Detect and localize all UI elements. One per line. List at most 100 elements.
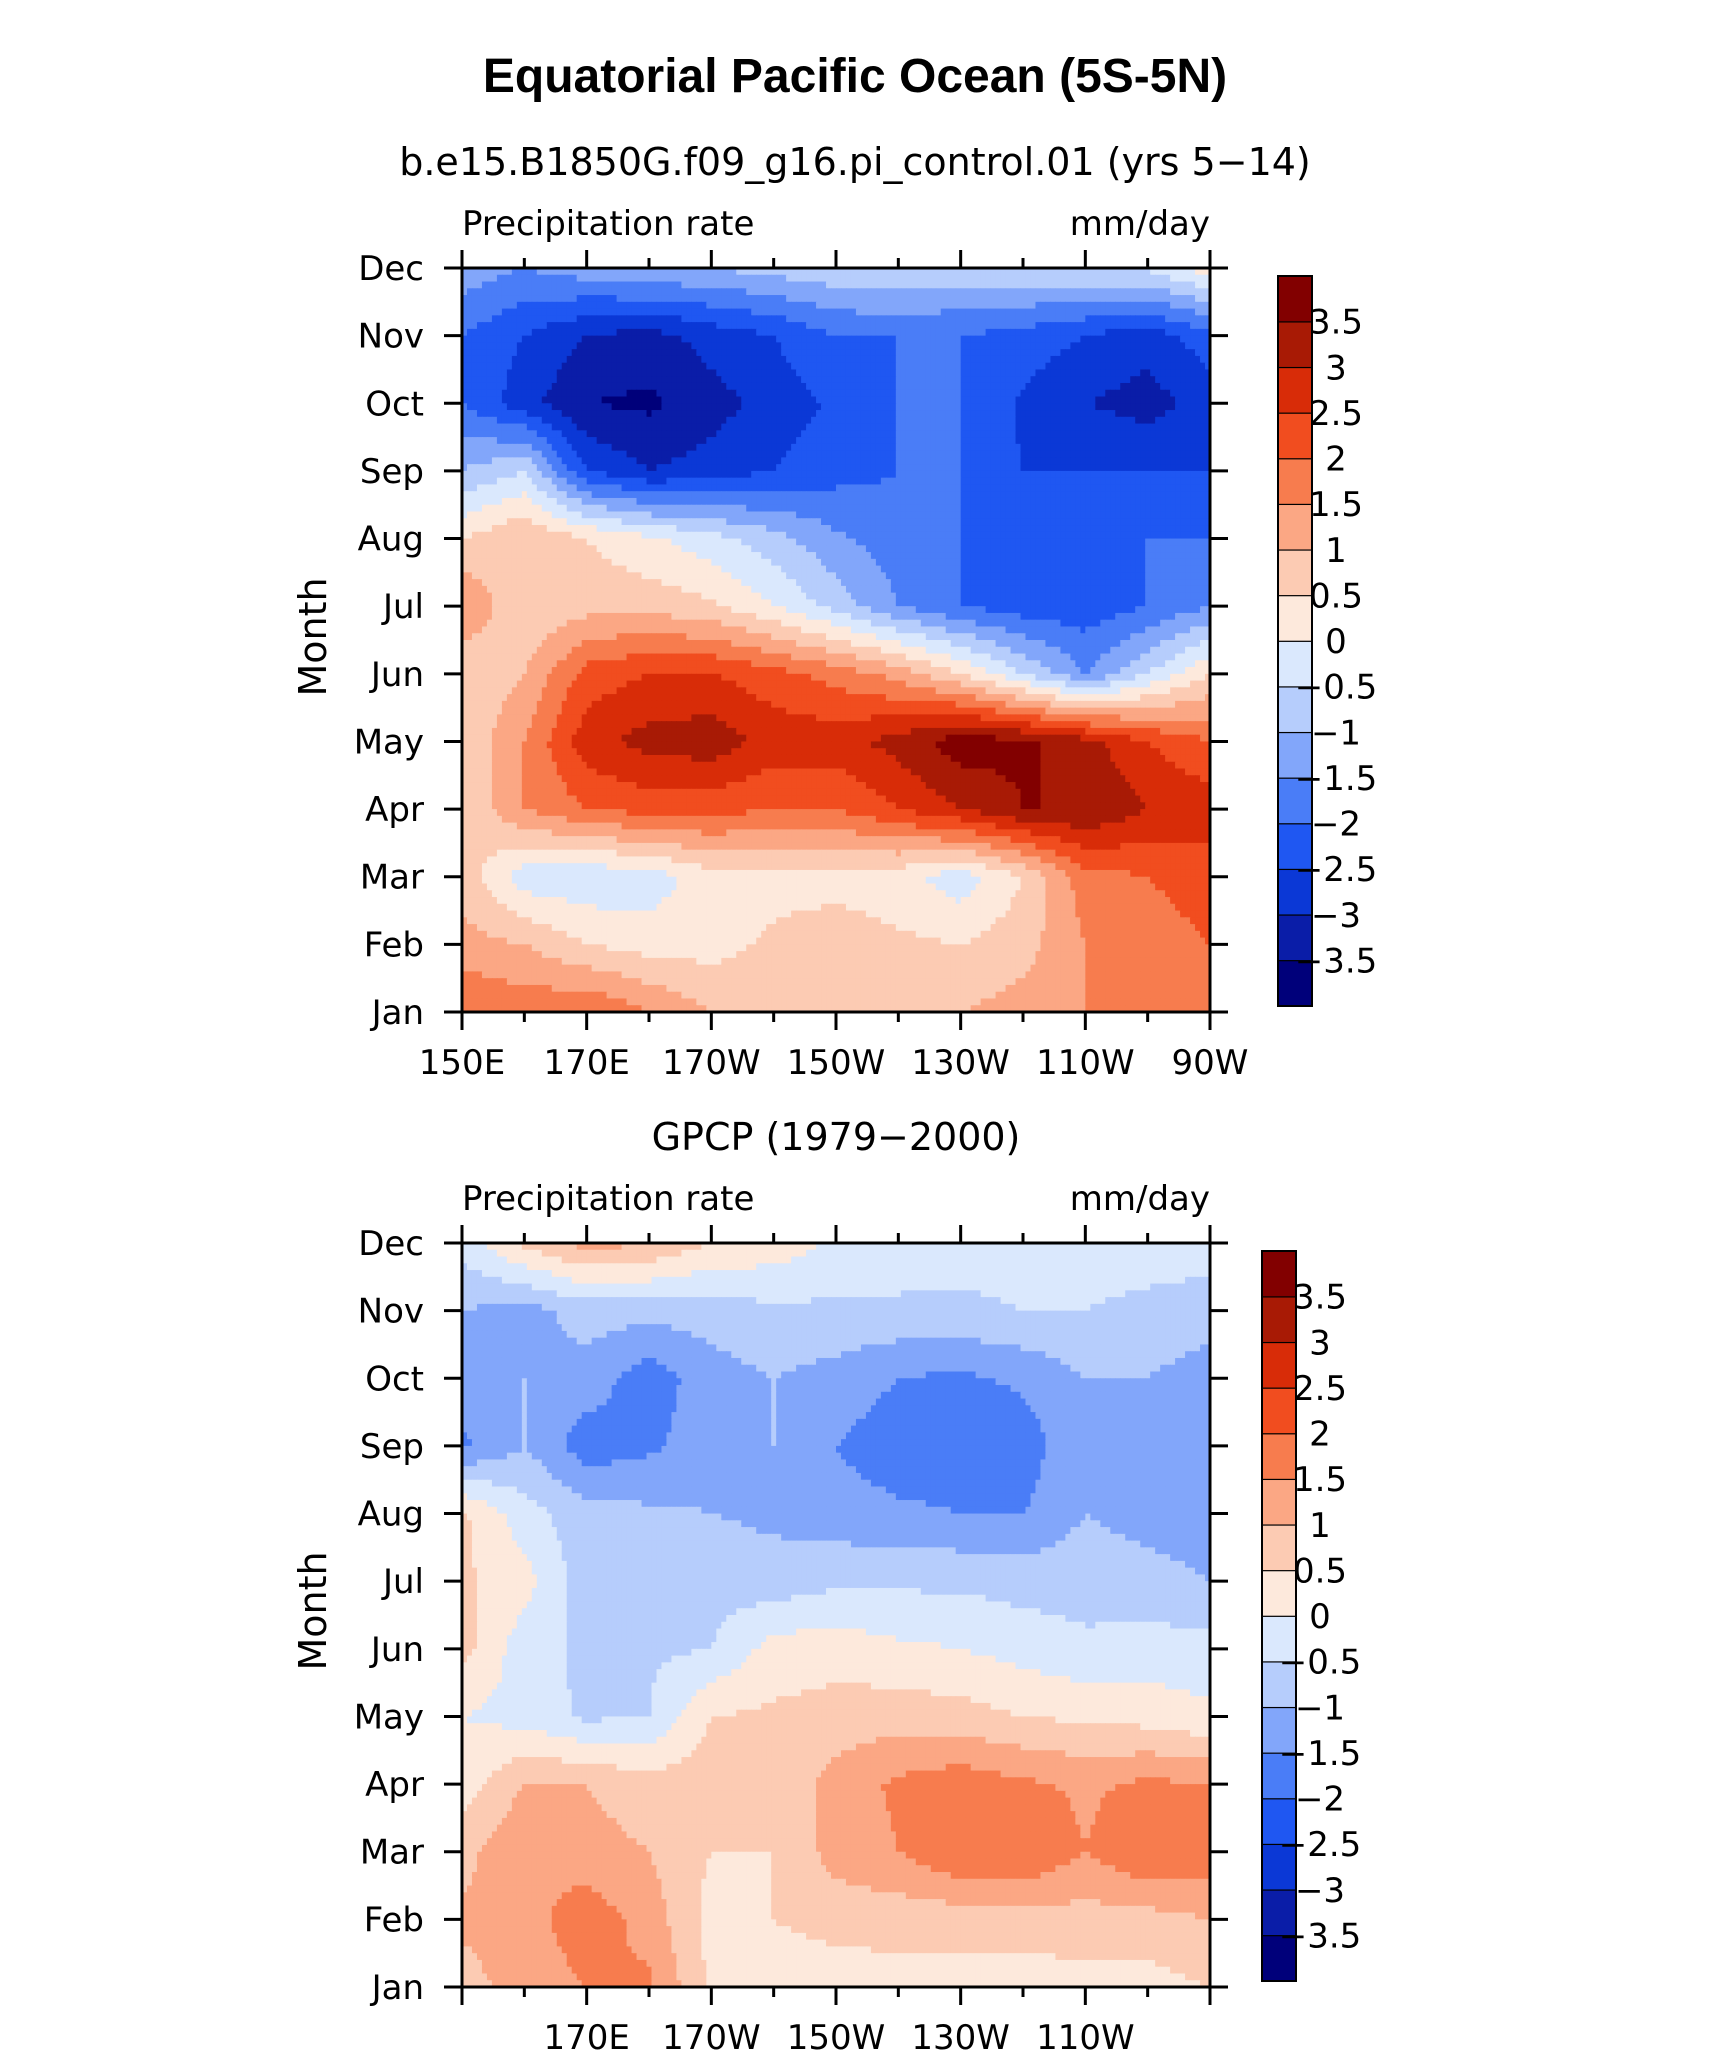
model-cell xyxy=(991,275,997,282)
model-cell xyxy=(627,329,633,336)
model-cell xyxy=(527,403,533,410)
model-cell xyxy=(741,302,747,309)
model-cell xyxy=(592,322,598,329)
model-cell xyxy=(991,322,997,329)
model-cell xyxy=(617,322,623,329)
model-cell xyxy=(921,295,927,302)
model-cell xyxy=(816,430,822,437)
model-cell xyxy=(866,403,872,410)
model-cell xyxy=(926,451,932,458)
model-cell xyxy=(806,288,812,295)
model-cell xyxy=(1075,336,1081,343)
model-cell xyxy=(1100,302,1106,309)
model-cell xyxy=(1070,410,1076,417)
model-cell xyxy=(996,349,1002,356)
model-cell xyxy=(627,275,633,282)
model-cell xyxy=(502,329,508,336)
model-cell xyxy=(1080,383,1086,390)
model-cell xyxy=(846,444,852,451)
model-cell xyxy=(686,322,692,329)
model-cell xyxy=(637,322,643,329)
model-cell xyxy=(791,376,797,383)
model-cell xyxy=(637,282,643,289)
model-cell xyxy=(891,451,897,458)
model-cell xyxy=(731,369,737,376)
model-cell xyxy=(906,410,912,417)
model-cell xyxy=(1085,315,1091,322)
model-cell xyxy=(592,275,598,282)
model-cell xyxy=(1130,315,1136,322)
model-cell xyxy=(1115,302,1121,309)
model-cell xyxy=(1006,369,1012,376)
model-cell xyxy=(1175,437,1181,444)
model-cell xyxy=(522,376,528,383)
model-cell xyxy=(472,275,478,282)
model-cell xyxy=(1055,397,1061,404)
model-cell xyxy=(1125,282,1131,289)
model-cell xyxy=(492,444,498,451)
model-cell xyxy=(936,349,942,356)
model-cell xyxy=(532,410,538,417)
model-cell xyxy=(1165,403,1171,410)
model-cell xyxy=(1001,410,1007,417)
model-cell xyxy=(796,417,802,424)
model-cell xyxy=(1055,275,1061,282)
model-cell xyxy=(567,444,573,451)
model-cell xyxy=(761,356,767,363)
model-cell xyxy=(1030,369,1036,376)
model-cell xyxy=(1175,336,1181,343)
model-cell xyxy=(676,356,682,363)
model-cell xyxy=(696,390,702,397)
model-cell xyxy=(776,336,782,343)
model-cell xyxy=(1045,444,1051,451)
model-cell xyxy=(651,444,657,451)
model-cell xyxy=(577,356,583,363)
model-cell xyxy=(896,309,902,316)
model-cell xyxy=(1060,329,1066,336)
model-cell xyxy=(761,302,767,309)
model-cell xyxy=(487,444,493,451)
model-cell xyxy=(901,424,907,431)
model-cell xyxy=(841,403,847,410)
model-cell xyxy=(791,302,797,309)
model-cell xyxy=(482,282,488,289)
model-cell xyxy=(482,322,488,329)
model-cell xyxy=(736,363,742,370)
model-cell xyxy=(1100,282,1106,289)
model-cell xyxy=(981,376,987,383)
model-cell xyxy=(726,457,732,464)
model-cell xyxy=(557,342,563,349)
model-cell xyxy=(726,356,732,363)
model-cell xyxy=(916,336,922,343)
model-cell xyxy=(781,451,787,458)
model-cell xyxy=(1090,397,1096,404)
model-cell xyxy=(751,369,757,376)
model-cell xyxy=(791,349,797,356)
model-cell xyxy=(1030,282,1036,289)
model-cell xyxy=(582,437,588,444)
model-cell xyxy=(976,302,982,309)
model-cell xyxy=(726,376,732,383)
model-cell xyxy=(751,363,757,370)
model-cell xyxy=(1160,437,1166,444)
model-cell xyxy=(512,369,518,376)
model-cell xyxy=(537,397,543,404)
model-cell xyxy=(637,295,643,302)
model-cell xyxy=(1160,288,1166,295)
model-cell xyxy=(1045,383,1051,390)
model-cell xyxy=(1175,302,1181,309)
model-cell xyxy=(696,295,702,302)
model-cell xyxy=(871,437,877,444)
model-cell xyxy=(741,403,747,410)
model-cell xyxy=(991,410,997,417)
model-cell xyxy=(1001,288,1007,295)
model-cell xyxy=(587,295,593,302)
model-cell xyxy=(686,363,692,370)
model-cell xyxy=(1060,390,1066,397)
model-cell xyxy=(971,349,977,356)
model-cell xyxy=(542,376,548,383)
model-cell xyxy=(572,451,578,458)
model-cell xyxy=(1195,309,1201,316)
model-cell xyxy=(477,383,483,390)
model-cell xyxy=(971,363,977,370)
